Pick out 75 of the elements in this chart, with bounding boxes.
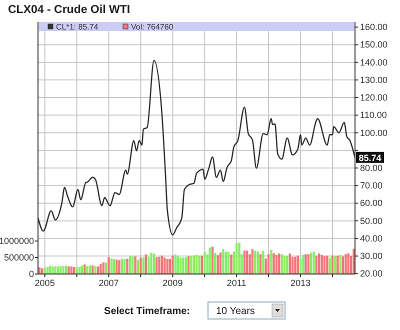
bar — [344, 254, 347, 274]
y2-tick-label: 160.00 — [360, 22, 388, 32]
bar — [60, 266, 62, 274]
bar — [190, 256, 192, 274]
x-tick-label: 2011 — [226, 278, 246, 288]
bar — [158, 256, 160, 274]
y2-tick-label: 50.00 — [360, 216, 383, 226]
y2-tick-label: 140.00 — [360, 57, 388, 68]
y2-tick-label: 120.00 — [360, 92, 388, 103]
bar — [211, 246, 214, 274]
bar — [126, 258, 128, 274]
bar — [262, 250, 264, 274]
y-tick-label: 0 — [28, 269, 34, 279]
bar — [86, 266, 88, 274]
bar — [328, 258, 331, 274]
bar — [52, 266, 54, 274]
bar — [216, 255, 219, 274]
bar — [296, 256, 299, 274]
bar — [76, 267, 78, 274]
x-tick-label: 2009 — [162, 278, 183, 288]
dropdown-field: 10 Years — [208, 302, 286, 320]
y2-tick-label: 100.00 — [360, 128, 388, 138]
bar — [230, 254, 232, 274]
x-tick-label: 2007 — [98, 278, 119, 288]
bar — [336, 256, 339, 274]
y2-tick-label: 20.00 — [360, 268, 383, 279]
y2-tick-label: 70.00 — [360, 180, 383, 191]
bar — [94, 266, 96, 274]
bar — [312, 252, 315, 274]
x-tick-label: 2005 — [34, 278, 55, 288]
y2-tick-label: 40.00 — [360, 233, 383, 244]
y-tick-label: 500000 — [4, 252, 34, 263]
bar — [222, 249, 224, 274]
y2-tick-label: 80.00 — [360, 162, 383, 173]
bar — [286, 256, 288, 274]
bar — [307, 254, 310, 274]
bar — [68, 266, 70, 274]
y2-tick-label: 60.00 — [360, 198, 383, 208]
y-tick-label: 1000000 — [0, 236, 34, 246]
bar — [302, 254, 304, 274]
bar — [320, 254, 323, 274]
text: 85.74 — [358, 152, 382, 163]
bar — [54, 266, 56, 274]
bar — [347, 253, 350, 274]
y2-tick-label: 150.00 — [360, 40, 388, 50]
bar — [264, 258, 267, 274]
x-tick-label: 2013 — [290, 278, 311, 288]
bar — [326, 256, 328, 274]
y2-tick-label: 110.00 — [360, 110, 387, 120]
bar — [272, 253, 275, 274]
bar — [108, 257, 110, 274]
chart-title: CLX04 - Crude Oil WTI — [8, 4, 130, 16]
text: Select Timeframe: — [104, 306, 190, 317]
y2-tick-label: 130.00 — [360, 74, 388, 85]
bar — [150, 252, 152, 274]
bar — [172, 256, 174, 274]
bar — [100, 264, 102, 274]
bar — [304, 254, 307, 274]
bar — [267, 254, 270, 274]
y2-tick-label: 30.00 — [360, 251, 383, 262]
bar — [44, 268, 46, 274]
bar — [118, 260, 120, 274]
bar — [259, 254, 262, 274]
bar — [238, 242, 240, 274]
bar — [270, 250, 272, 274]
bar — [294, 256, 296, 274]
bar — [198, 256, 200, 274]
legend-label: CL*1: 85.74 — [56, 22, 99, 32]
bar — [334, 256, 336, 274]
bar — [182, 258, 184, 274]
bar — [208, 248, 211, 274]
bar — [140, 258, 142, 274]
bar — [134, 256, 136, 274]
bar — [280, 254, 283, 274]
legend-label: Vol: 764760 — [131, 22, 174, 32]
